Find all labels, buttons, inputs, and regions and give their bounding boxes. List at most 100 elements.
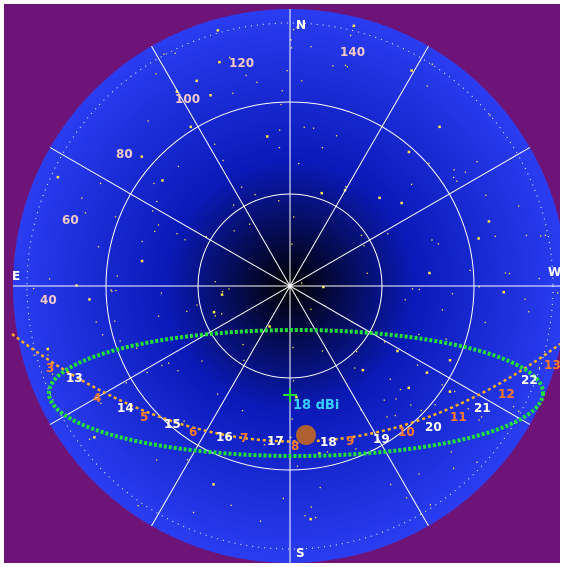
- ecliptic-path: [11, 333, 560, 443]
- star-dot: [487, 220, 491, 223]
- star-dot: [315, 516, 317, 519]
- star-dot: [205, 235, 207, 238]
- sky-map-panel[interactable]: 18 dBi N S E W 40 60 80 100 120 140 13 1…: [4, 4, 560, 563]
- star-dot: [146, 371, 148, 374]
- star-dot: [137, 505, 139, 507]
- star-dot: [290, 436, 292, 438]
- star-dot: [292, 29, 295, 31]
- star-dot: [33, 354, 35, 356]
- star-dot: [212, 310, 216, 314]
- star-dot: [319, 486, 321, 489]
- star-dot: [110, 289, 112, 291]
- star-dot: [407, 150, 411, 154]
- star-dot: [456, 180, 458, 182]
- star-dot: [350, 34, 352, 37]
- star-dot: [154, 230, 156, 232]
- star-dot: [418, 473, 420, 475]
- star-dot: [47, 354, 49, 356]
- crosshair-icon[interactable]: [283, 388, 297, 402]
- star-dot: [56, 175, 60, 179]
- star-dot: [114, 216, 117, 218]
- star-dot: [177, 370, 179, 372]
- star-dot: [175, 90, 179, 93]
- hour-mark: 9: [346, 434, 354, 448]
- star-dot: [361, 368, 365, 372]
- star-dot: [354, 367, 356, 369]
- star-dot: [116, 275, 118, 277]
- star-dot: [476, 461, 478, 463]
- star-dot: [102, 334, 104, 336]
- star-dot: [303, 126, 305, 128]
- star-dot: [218, 60, 221, 64]
- hour-mark: 11: [450, 410, 467, 424]
- azimuth-label-80: 80: [116, 147, 133, 161]
- star-dot: [296, 26, 298, 28]
- star-dot: [508, 272, 511, 275]
- azimuth-label-120: 120: [229, 56, 254, 70]
- star-dot: [453, 176, 455, 179]
- star-dot: [383, 399, 385, 401]
- star-dot: [136, 347, 138, 349]
- star-dot: [281, 90, 283, 92]
- star-dot: [192, 511, 195, 514]
- star-dot: [360, 234, 363, 236]
- hour-mark: 3: [46, 361, 54, 375]
- star-dot: [88, 298, 91, 301]
- star-dot: [266, 135, 269, 138]
- star-dot: [502, 290, 505, 294]
- star-dot: [201, 360, 203, 362]
- star-dot: [221, 313, 223, 315]
- star-dot: [220, 293, 224, 296]
- star-dot: [249, 223, 251, 225]
- star-dot: [478, 286, 480, 288]
- sky-map[interactable]: 18 dBi N S E W 40 60 80 100 120 140 13 1…: [4, 4, 560, 563]
- star-dot: [431, 63, 433, 65]
- star-dot: [399, 388, 402, 391]
- star-dot: [326, 451, 329, 453]
- star-dot: [428, 271, 431, 275]
- hour-mark: 5: [140, 410, 148, 424]
- star-dot: [301, 80, 303, 82]
- star-dot: [464, 171, 467, 173]
- star-dot: [467, 408, 469, 410]
- star-dot: [186, 459, 189, 461]
- star-dot: [557, 292, 559, 294]
- star-dot: [383, 341, 386, 343]
- star-dot: [304, 515, 306, 517]
- hour-mark: 10: [398, 425, 415, 439]
- hour-mark: 16: [216, 430, 233, 444]
- star-dot: [332, 65, 334, 67]
- star-dot: [407, 386, 410, 390]
- star-dot: [291, 418, 293, 420]
- star-dot: [99, 182, 102, 185]
- star-dot: [411, 288, 414, 290]
- star-dot: [309, 517, 312, 521]
- star-dot: [228, 288, 230, 290]
- star-dot: [426, 85, 428, 87]
- antenna-beam-pattern: [47, 328, 545, 458]
- star-dot: [445, 338, 447, 340]
- star-dot: [318, 452, 321, 455]
- star-dot: [183, 420, 185, 422]
- star-dot: [97, 246, 100, 248]
- star-dot: [243, 359, 245, 362]
- sun-disc-icon[interactable]: [296, 425, 316, 445]
- star-dot: [356, 350, 358, 353]
- hour-mark: 17: [267, 434, 284, 448]
- star-dot: [387, 233, 389, 235]
- star-dot: [395, 398, 397, 400]
- star-dot: [229, 56, 231, 59]
- star-dot: [538, 277, 540, 280]
- star-dot: [286, 70, 288, 72]
- compass-west-label: W: [548, 265, 560, 279]
- star-dot: [453, 169, 455, 171]
- star-dot: [494, 235, 496, 237]
- star-dot: [33, 287, 35, 290]
- star-dot: [396, 349, 399, 353]
- antenna-gain-label: 18 dBi: [293, 398, 339, 413]
- star-dot: [469, 269, 471, 271]
- star-dot: [310, 308, 312, 310]
- star-dot: [195, 79, 198, 83]
- hour-mark: 4: [93, 391, 101, 405]
- star-dot: [209, 94, 212, 97]
